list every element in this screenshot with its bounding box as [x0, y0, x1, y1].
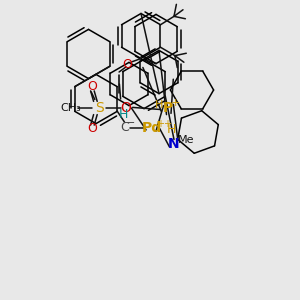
Text: CH₃: CH₃	[60, 103, 81, 113]
Text: ++: ++	[156, 119, 172, 129]
Text: −: −	[126, 118, 135, 128]
Text: Me: Me	[178, 135, 194, 146]
Text: O: O	[88, 80, 97, 94]
Text: H: H	[155, 100, 163, 110]
Text: O: O	[88, 122, 97, 136]
Text: +: +	[171, 98, 180, 109]
Text: C: C	[120, 121, 129, 134]
Text: S: S	[94, 101, 103, 115]
Text: N: N	[168, 137, 180, 151]
Text: O: O	[123, 58, 132, 71]
Text: H: H	[119, 107, 128, 121]
Text: P: P	[163, 101, 173, 115]
Text: H: H	[166, 122, 176, 136]
Text: Pd: Pd	[141, 121, 162, 134]
Text: O: O	[121, 101, 131, 115]
